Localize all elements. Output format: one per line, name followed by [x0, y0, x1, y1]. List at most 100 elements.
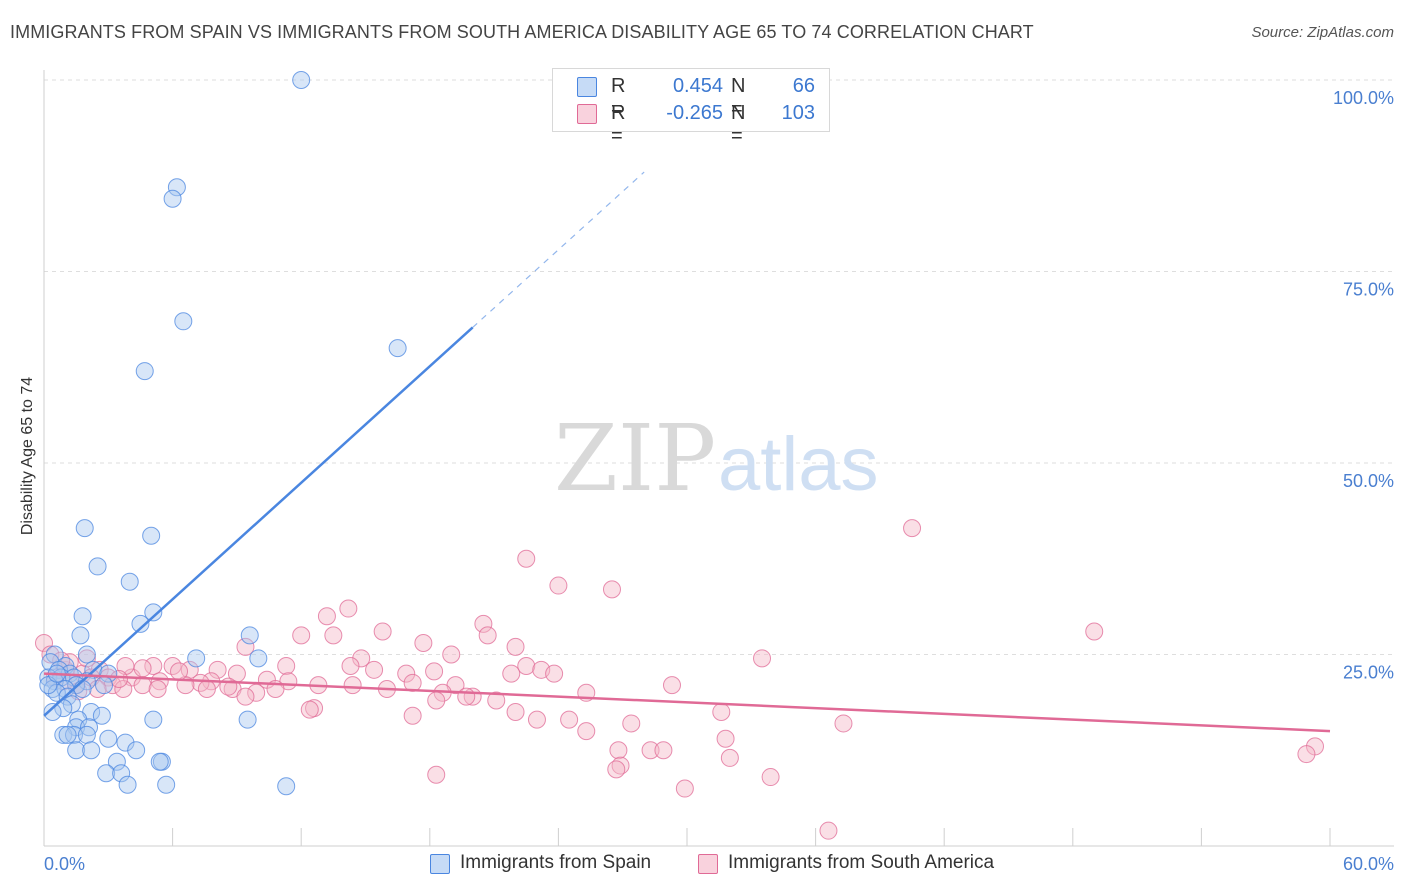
point-spain[interactable] — [65, 725, 84, 744]
point-south-america[interactable] — [560, 710, 579, 729]
point-south-america[interactable] — [549, 576, 568, 595]
point-spain[interactable] — [238, 710, 257, 729]
point-spain[interactable] — [97, 764, 116, 783]
point-south-america[interactable] — [834, 714, 853, 733]
point-spain[interactable] — [388, 339, 407, 358]
point-south-america[interactable] — [352, 649, 371, 668]
point-south-america[interactable] — [365, 660, 384, 679]
point-south-america[interactable] — [144, 656, 163, 675]
point-spain[interactable] — [127, 741, 146, 760]
point-spain[interactable] — [157, 775, 176, 794]
point-south-america[interactable] — [457, 687, 476, 706]
point-south-america[interactable] — [425, 662, 444, 681]
point-south-america[interactable] — [339, 599, 358, 618]
point-spain[interactable] — [112, 764, 131, 783]
point-south-america[interactable] — [77, 649, 96, 668]
point-south-america[interactable] — [506, 702, 525, 721]
point-south-america[interactable] — [609, 741, 628, 760]
point-south-america[interactable] — [517, 549, 536, 568]
point-south-america[interactable] — [427, 691, 446, 710]
point-south-america[interactable] — [35, 634, 53, 653]
point-south-america[interactable] — [662, 676, 681, 695]
point-spain[interactable] — [277, 777, 296, 796]
point-spain[interactable] — [144, 603, 163, 622]
point-south-america[interactable] — [236, 687, 255, 706]
point-south-america[interactable] — [641, 741, 660, 760]
point-south-america[interactable] — [277, 656, 296, 675]
point-south-america[interactable] — [487, 691, 506, 710]
point-spain[interactable] — [77, 645, 96, 664]
point-south-america[interactable] — [300, 700, 319, 719]
point-south-america[interactable] — [236, 637, 255, 656]
point-south-america[interactable] — [442, 645, 461, 664]
point-south-america[interactable] — [414, 634, 433, 653]
point-spain[interactable] — [43, 702, 62, 721]
point-spain[interactable] — [240, 626, 259, 645]
point-spain[interactable] — [167, 178, 186, 197]
point-spain[interactable] — [116, 733, 135, 752]
point-spain[interactable] — [75, 519, 94, 538]
point-south-america[interactable] — [343, 676, 362, 695]
point-spain[interactable] — [88, 557, 107, 576]
point-south-america[interactable] — [373, 622, 392, 641]
point-south-america[interactable] — [292, 626, 311, 645]
point-south-america[interactable] — [474, 614, 493, 633]
point-south-america[interactable] — [654, 741, 673, 760]
point-south-america[interactable] — [1085, 622, 1104, 641]
point-spain[interactable] — [135, 362, 154, 381]
point-spain[interactable] — [142, 526, 161, 545]
point-south-america[interactable] — [403, 706, 422, 725]
point-spain[interactable] — [62, 695, 81, 714]
point-south-america[interactable] — [753, 649, 772, 668]
point-south-america[interactable] — [716, 729, 735, 748]
point-spain[interactable] — [82, 741, 101, 760]
point-spain[interactable] — [71, 626, 90, 645]
point-south-america[interactable] — [133, 659, 152, 678]
point-spain[interactable] — [174, 312, 193, 331]
point-south-america[interactable] — [148, 679, 167, 698]
point-spain[interactable] — [163, 189, 182, 208]
point-spain[interactable] — [73, 607, 92, 626]
point-south-america[interactable] — [602, 580, 621, 599]
point-spain[interactable] — [120, 572, 139, 591]
point-south-america[interactable] — [517, 656, 536, 675]
point-spain[interactable] — [80, 718, 99, 737]
point-south-america[interactable] — [527, 710, 546, 729]
point-spain[interactable] — [92, 706, 111, 725]
point-south-america[interactable] — [720, 748, 739, 767]
point-south-america[interactable] — [545, 664, 564, 683]
point-spain[interactable] — [131, 614, 150, 633]
point-south-america[interactable] — [478, 626, 497, 645]
point-south-america[interactable] — [819, 821, 838, 840]
point-spain[interactable] — [144, 710, 163, 729]
point-spain[interactable] — [77, 725, 96, 744]
point-south-america[interactable] — [150, 672, 169, 691]
point-spain[interactable] — [95, 676, 114, 695]
point-south-america[interactable] — [761, 768, 780, 787]
point-spain[interactable] — [54, 725, 73, 744]
point-south-america[interactable] — [317, 607, 336, 626]
point-spain[interactable] — [292, 71, 311, 89]
point-south-america[interactable] — [607, 760, 626, 779]
point-south-america[interactable] — [397, 664, 416, 683]
point-south-america[interactable] — [903, 519, 922, 538]
point-spain[interactable] — [67, 741, 86, 760]
point-spain[interactable] — [150, 752, 169, 771]
point-south-america[interactable] — [324, 626, 343, 645]
point-spain[interactable] — [99, 729, 118, 748]
point-south-america[interactable] — [41, 645, 60, 664]
point-spain[interactable] — [73, 679, 92, 698]
point-south-america[interactable] — [622, 714, 641, 733]
point-south-america[interactable] — [1297, 745, 1316, 764]
point-spain[interactable] — [118, 775, 137, 794]
point-south-america[interactable] — [427, 765, 446, 784]
point-spain[interactable] — [58, 725, 77, 744]
point-spain[interactable] — [107, 752, 126, 771]
point-south-america[interactable] — [712, 702, 731, 721]
point-spain[interactable] — [187, 649, 206, 668]
point-south-america[interactable] — [114, 679, 133, 698]
point-south-america[interactable] — [506, 637, 525, 656]
point-south-america[interactable] — [502, 664, 521, 683]
point-south-america[interactable] — [675, 779, 694, 798]
point-south-america[interactable] — [197, 679, 216, 698]
